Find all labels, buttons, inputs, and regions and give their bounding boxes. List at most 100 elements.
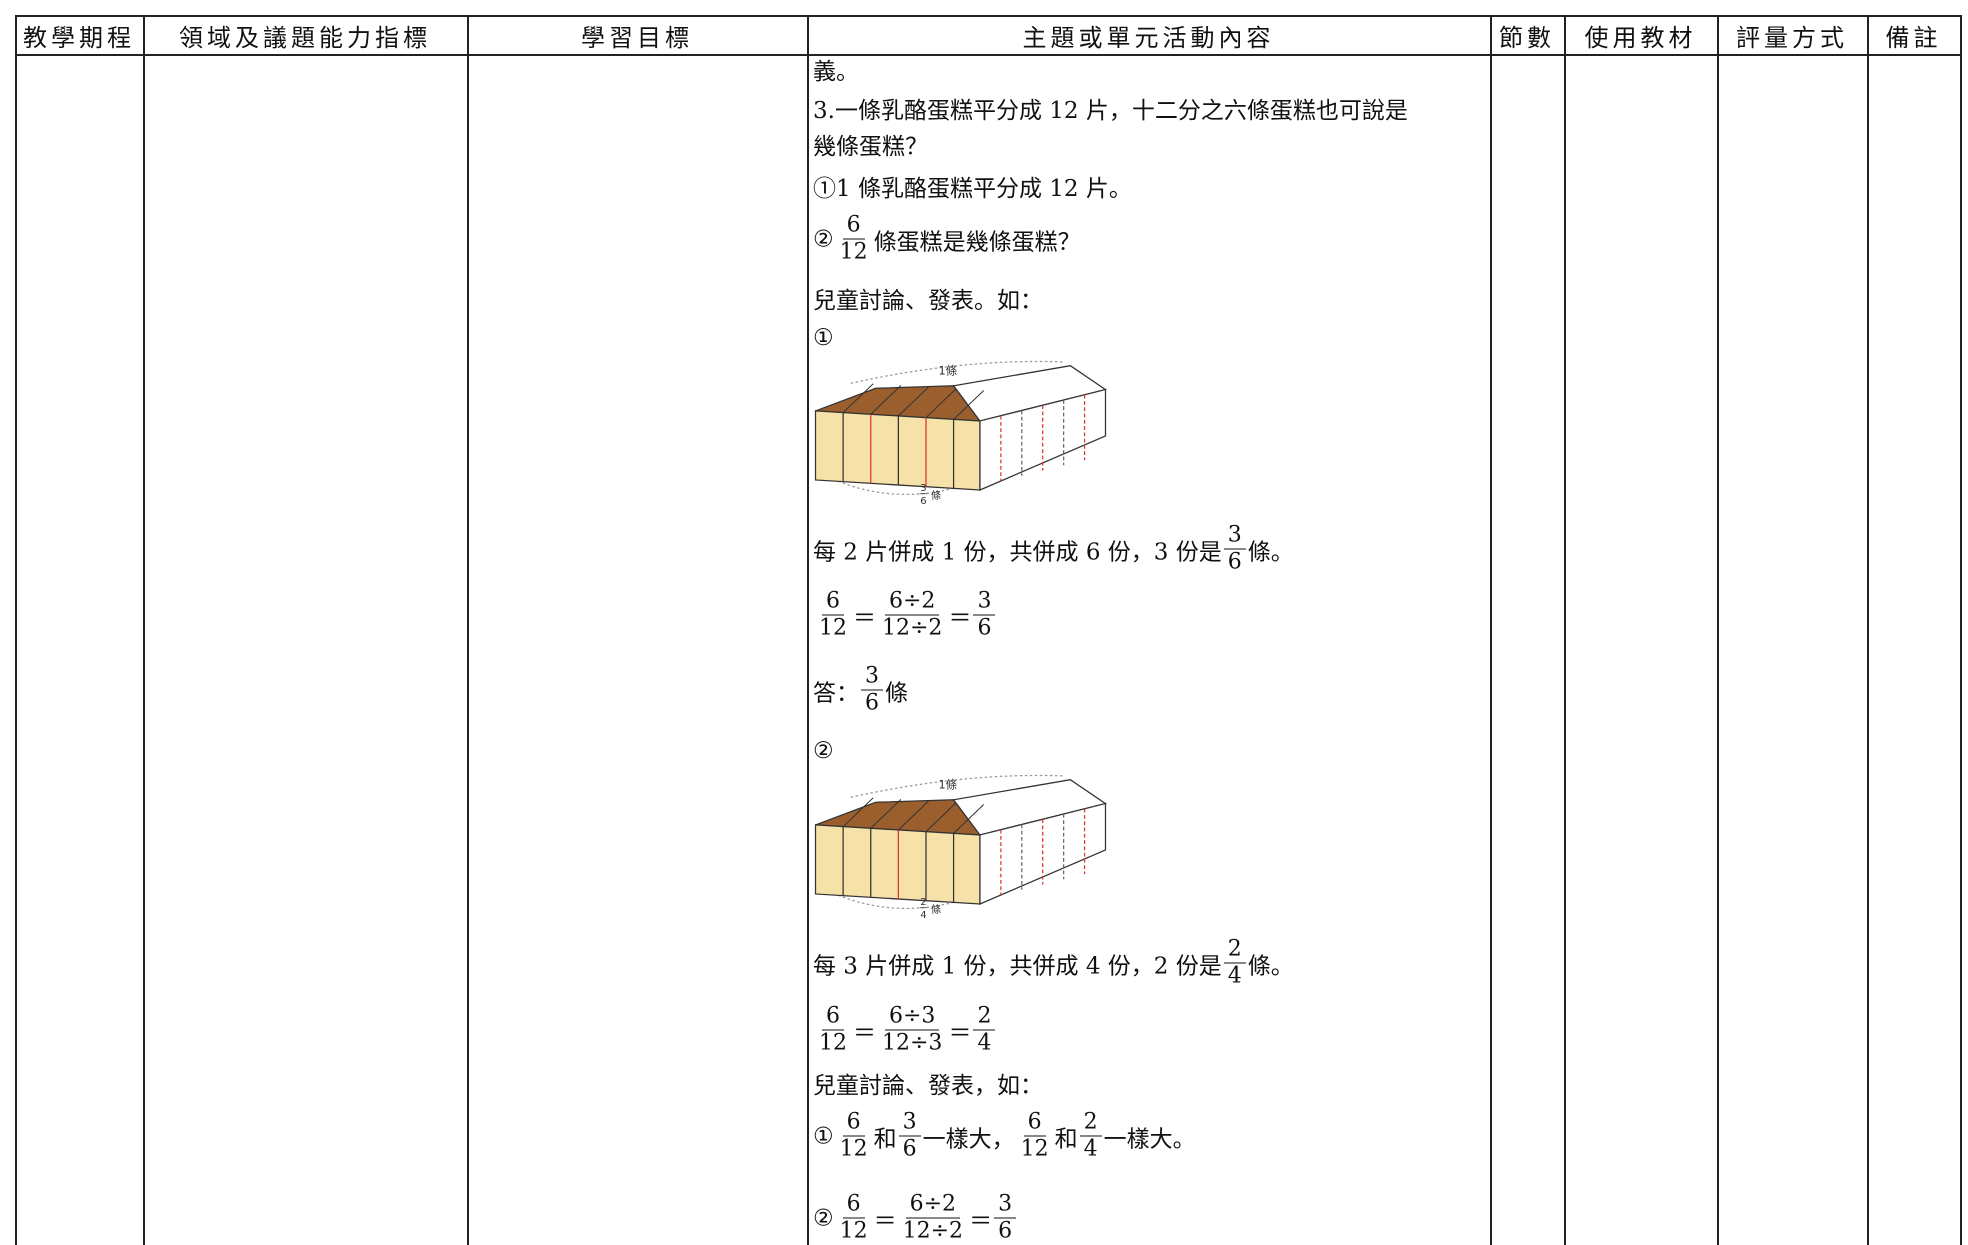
text-run: ＝ — [969, 1208, 993, 1234]
numerator: 3 — [898, 1110, 921, 1137]
figure-label: 1條 — [939, 364, 957, 378]
numerator: 3 — [973, 589, 996, 616]
column-rule — [807, 15, 809, 1245]
content-line: ①1 條乳酪蛋糕平分成 12 片。 — [813, 169, 1132, 203]
figure-fraction-den: 6 — [920, 496, 926, 507]
numerator: 6 — [842, 1192, 865, 1219]
header-cell: 教學期程 — [23, 23, 135, 52]
denominator: 12÷2 — [882, 615, 943, 641]
text-run: 條 — [885, 680, 908, 706]
numerator: 6 — [842, 213, 865, 240]
figure-label: 1條 — [939, 778, 957, 792]
denominator: 12 — [839, 239, 868, 265]
fraction: 6 12 — [836, 1110, 872, 1163]
column-rule — [143, 15, 145, 1245]
text-run: ＝ — [853, 1020, 876, 1046]
numerator: 6 — [822, 1004, 844, 1031]
numerator: 2 — [1223, 937, 1246, 964]
fraction: 6 12 — [815, 589, 851, 642]
figure-shape — [898, 800, 929, 831]
column-rule — [15, 15, 17, 1245]
denominator: 6 — [902, 1136, 917, 1162]
figure-shape — [953, 390, 985, 420]
text-run: 每 2 片併成 1 份，共併成 6 份，3 份是 — [813, 539, 1222, 565]
text-run: ＝ — [853, 605, 876, 631]
figure-shape — [814, 824, 981, 905]
row-rule — [15, 54, 1962, 56]
header-cell: 領域及議題能力指標 — [179, 23, 431, 52]
denominator: 6 — [998, 1218, 1013, 1244]
text-run: 條蛋糕是幾條蛋糕？ — [873, 229, 1081, 255]
fraction: 6 12 — [836, 1192, 872, 1245]
content-line: 義。 — [813, 52, 859, 86]
numerator: 6÷2 — [905, 1192, 961, 1219]
figure-shape — [842, 383, 874, 413]
cake-illustration: 1條 3 6 條 — [814, 360, 1108, 507]
denominator: 4 — [1083, 1136, 1098, 1162]
text-run: ＝ — [948, 1020, 972, 1046]
content-line: ① 6 12 和 3 6 一樣大， 6 12 和 2 4 一樣大。 — [813, 1110, 1196, 1163]
text-run: 幾條蛋糕？ — [813, 134, 928, 160]
text-run: ① — [813, 1123, 834, 1149]
text-run: 一樣大。 — [1103, 1126, 1196, 1152]
text-run: 3.一條乳酪蛋糕平分成 12 片，十二分之六條蛋糕也可說是 — [813, 98, 1408, 124]
figure-shape — [870, 385, 902, 415]
fraction: 6 12 — [836, 213, 872, 266]
text-run: 條。 — [1247, 953, 1294, 979]
header-cell: 學習目標 — [581, 23, 693, 52]
numerator: 2 — [973, 1004, 996, 1031]
denominator: 12 — [839, 1218, 868, 1244]
column-rule — [467, 15, 469, 1245]
denominator: 4 — [977, 1030, 992, 1056]
content-line: ② — [813, 738, 834, 764]
content-line: 兒童討論、發表，如： — [813, 1066, 1043, 1100]
figure-shape — [925, 802, 957, 833]
content-line: 兒童討論、發表。如： — [813, 281, 1043, 315]
figure-shape — [842, 797, 874, 827]
row-rule — [15, 15, 1962, 17]
fraction: 6 12 — [815, 1004, 851, 1057]
text-run: 和 — [1054, 1126, 1078, 1152]
figure-fraction-num: 2 — [920, 897, 926, 908]
text-run: 每 3 片併成 1 份，共併成 4 份，2 份是 — [813, 953, 1222, 979]
denominator: 12÷2 — [902, 1218, 964, 1244]
text-run: ② — [813, 1205, 834, 1231]
figure-fraction-den: 4 — [920, 910, 926, 921]
figure-label: 條 — [931, 489, 941, 502]
cake-figure: 1條 3 6 條 — [813, 358, 1108, 513]
figure-shape — [953, 804, 985, 834]
text-run: 和 — [873, 1126, 897, 1152]
content-line: 6 12 ＝ 6÷2 12÷2 ＝ 3 6 — [813, 589, 997, 642]
content-line: 6 12 ＝ 6÷3 12÷3 ＝ 2 4 — [813, 1004, 997, 1057]
cake-figure: 1條 2 4 條 — [813, 772, 1108, 927]
figure-shape — [837, 894, 971, 910]
column-rule — [1717, 15, 1719, 1245]
figure-shape — [870, 799, 902, 829]
header-cell: 使用教材 — [1584, 23, 1697, 52]
text-run: 兒童討論、發表，如： — [813, 1073, 1043, 1099]
denominator: 12 — [839, 1136, 868, 1162]
content-line: 答： 3 6 條 — [813, 664, 908, 717]
column-rule — [1490, 15, 1492, 1245]
numerator: 6÷3 — [885, 1004, 940, 1031]
fraction: 6÷2 12÷2 — [899, 1192, 967, 1245]
content-line: ② 6 12 ＝ 6÷2 12÷2 ＝ 3 6 — [813, 1192, 1018, 1245]
text-run: 義。 — [813, 59, 859, 85]
content-line: ② 6 12 條蛋糕是幾條蛋糕？ — [813, 213, 1081, 266]
content-line: 每 3 片併成 1 份，共併成 4 份，2 份是 2 4 條。 — [813, 937, 1294, 990]
denominator: 6 — [865, 690, 879, 716]
numerator: 6 — [822, 589, 844, 616]
figure-shape — [850, 774, 1065, 798]
figure-label: 條 — [931, 903, 941, 916]
column-rule — [1867, 15, 1869, 1245]
content-line: 幾條蛋糕？ — [813, 127, 928, 161]
figure-shape — [925, 388, 957, 419]
header-cell: 節數 — [1499, 23, 1555, 52]
